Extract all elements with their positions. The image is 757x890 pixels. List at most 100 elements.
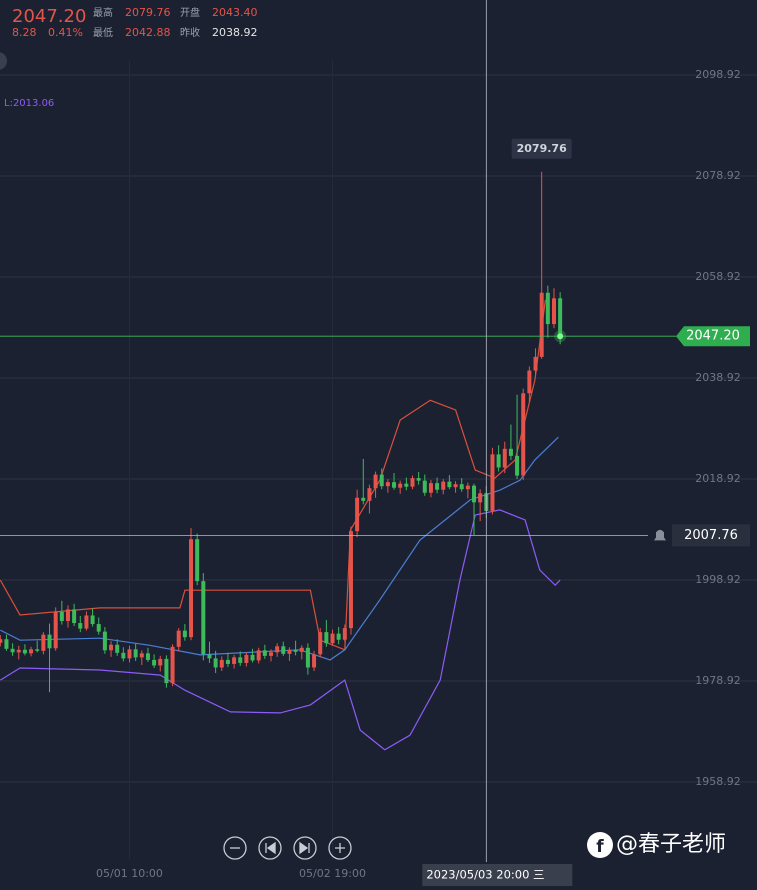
stat-label: 最低	[93, 26, 113, 39]
candle-body	[90, 615, 95, 625]
stat-label: 昨收	[180, 26, 200, 39]
stat-value: 2038.92	[212, 26, 258, 39]
candle-body	[324, 632, 329, 644]
candle-body	[53, 611, 58, 649]
candle-body	[59, 611, 64, 622]
candle-body	[213, 658, 218, 668]
stat-value: 2042.88	[125, 26, 171, 39]
candle-body	[299, 647, 304, 652]
candle-body	[201, 581, 206, 655]
candle-body	[170, 646, 175, 684]
candle-body	[392, 482, 397, 488]
y-tick-label: 2018.92	[695, 472, 741, 485]
candle-body	[84, 615, 89, 629]
candle-body	[72, 609, 77, 624]
side-handle[interactable]	[0, 52, 7, 70]
y-tick-label: 2038.92	[695, 371, 741, 384]
last-price-tag	[676, 326, 750, 347]
candle-body	[293, 649, 298, 652]
candle-body	[152, 659, 157, 666]
candle-body	[47, 634, 52, 649]
candle-body	[176, 630, 181, 647]
candle-body	[404, 483, 409, 487]
candle-body	[330, 633, 335, 644]
candle-body	[410, 478, 415, 487]
candle-body	[250, 654, 255, 661]
candle-body	[312, 654, 317, 668]
stat-value: 2079.76	[125, 6, 171, 19]
zoom-in-button[interactable]	[328, 836, 352, 860]
boll-label: L:2013.06	[4, 98, 54, 109]
candle-body	[133, 649, 138, 658]
alert-bell	[654, 529, 666, 541]
band-line	[0, 436, 559, 661]
candle-body	[305, 647, 310, 668]
candle-body	[373, 474, 378, 489]
candle-body	[385, 482, 390, 487]
candle-body	[29, 649, 34, 654]
y-tick-label: 1958.92	[695, 775, 741, 788]
candle-body	[515, 455, 520, 476]
candle-body	[244, 654, 249, 663]
candle-body	[558, 298, 563, 337]
candle-body	[361, 497, 366, 501]
watermark: @春子老师	[616, 832, 726, 857]
candle-body	[127, 649, 132, 659]
candle-body	[508, 448, 513, 456]
candle-body	[0, 639, 3, 643]
candle-body	[348, 531, 353, 629]
crosshair-value-box	[672, 524, 750, 547]
candle-body	[256, 650, 261, 661]
forward-button[interactable]	[293, 836, 317, 860]
band-line	[0, 509, 561, 751]
candle-body	[539, 292, 544, 357]
candle-body	[139, 653, 144, 658]
candle-body	[232, 657, 237, 664]
stat-label: 开盘	[180, 6, 200, 19]
candle-body	[551, 298, 556, 325]
max-label-box	[511, 138, 572, 159]
candle-body	[447, 481, 452, 488]
change: 8.28	[12, 26, 37, 39]
candle-body	[158, 658, 163, 666]
candle-body	[441, 481, 446, 490]
controls	[223, 836, 352, 860]
candle-body	[16, 649, 21, 653]
candle-body	[195, 539, 200, 582]
candle-body	[22, 649, 27, 654]
crosshair-time: 2023/05/03 20:00 三	[426, 868, 544, 882]
candle-body	[533, 356, 538, 371]
candle-body	[379, 474, 384, 487]
y-tick-label: 2058.92	[695, 270, 741, 283]
crosshair-value: 2007.76	[684, 528, 738, 543]
candle-body	[355, 497, 360, 532]
candle-body	[115, 644, 120, 653]
candle-body	[336, 633, 341, 640]
candle-body	[367, 488, 372, 501]
candle-body	[207, 654, 212, 659]
candle-body	[109, 644, 114, 651]
candle-body	[78, 623, 83, 629]
y-tick-label: 1978.92	[695, 674, 741, 687]
change-pct: 0.41%	[48, 26, 83, 39]
rewind-button[interactable]	[258, 836, 282, 860]
price: 2047.20	[12, 6, 86, 27]
candle-body	[453, 484, 458, 488]
candle-body	[422, 480, 427, 493]
y-tick-label: 1998.92	[695, 573, 741, 586]
candle-body	[102, 631, 107, 651]
candle-body	[225, 659, 230, 664]
candle-body	[459, 484, 464, 490]
zoom-out-button[interactable]	[223, 836, 247, 860]
fb-icon	[587, 832, 613, 858]
candle-body	[318, 632, 323, 655]
candle-body	[527, 370, 532, 394]
candle-body	[164, 658, 169, 684]
candle-body	[262, 650, 267, 656]
candle-body	[428, 483, 433, 493]
candle-body	[287, 649, 292, 654]
candle-body	[472, 485, 477, 503]
stat-value: 2043.40	[212, 6, 258, 19]
candle-body	[281, 646, 286, 654]
